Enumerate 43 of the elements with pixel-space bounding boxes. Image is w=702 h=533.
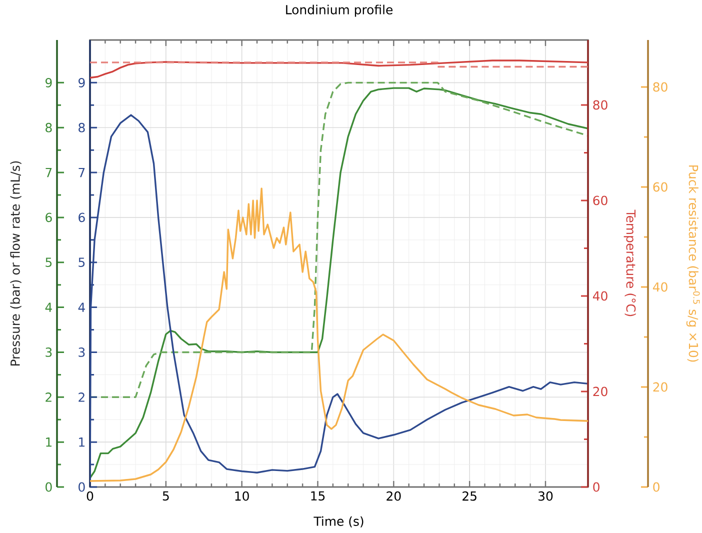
y2-tick-label: 8 — [78, 122, 85, 132]
x-tick-label: 10 — [235, 491, 249, 501]
y2-tick-label: 60 — [653, 182, 668, 192]
y-tick-label: 9 — [46, 78, 52, 88]
line-series — [90, 188, 588, 482]
y-axis-title: Pressure (bar) or flow rate (mL/s) — [10, 161, 22, 366]
x-tick-label: 0 — [86, 491, 94, 501]
y-tick-label: 20 — [593, 386, 608, 396]
y-tick-label: 0 — [593, 482, 600, 492]
y-axis-title: Temperature (°C) — [624, 210, 636, 316]
x-tick-label: 15 — [311, 491, 325, 501]
y2-tick-label: 20 — [653, 382, 668, 392]
y-tick-label: 0 — [46, 482, 52, 492]
y2-tick-label: 7 — [78, 168, 85, 178]
y2-axis-title: Puck resistance (bar$^{0.5}$ s/g ×10) — [686, 165, 700, 362]
x-tick-label: 20 — [386, 491, 401, 501]
y2-tick-label: 0 — [653, 482, 660, 492]
y-tick-label: 6 — [46, 212, 52, 222]
y2-tick-label: 0 — [78, 482, 85, 492]
y-tick-label: 8 — [46, 122, 52, 132]
y2-tick-label: 40 — [652, 282, 668, 292]
y-tick-label: 5 — [46, 258, 52, 267]
x-tick-label: 5 — [162, 491, 169, 501]
y-tick-label: 60 — [593, 196, 608, 206]
y-tick-label: 80 — [593, 100, 608, 110]
y-tick-label: 7 — [46, 168, 52, 178]
y2-tick-label: 1 — [79, 438, 85, 447]
chart-title: Londinium profile — [286, 4, 393, 17]
y-tick-label: 4 — [45, 302, 52, 312]
x-tick-label: 30 — [538, 491, 553, 501]
y2-tick-label: 6 — [78, 212, 85, 222]
y2-tick-label: 5 — [78, 258, 85, 267]
y2-tick-label: 2 — [78, 392, 84, 402]
y2-tick-label: 9 — [78, 78, 85, 88]
y2-tick-label: 80 — [653, 82, 668, 92]
x-axis-title: Time (s) — [314, 516, 364, 528]
y2-tick-label: 3 — [78, 348, 85, 357]
y-tick-label: 40 — [592, 291, 608, 301]
y-tick-label: 2 — [46, 392, 52, 402]
y2-tick-label: 4 — [78, 302, 85, 312]
x-tick-label: 25 — [462, 491, 476, 501]
y-tick-label: 3 — [46, 348, 52, 357]
y-tick-label: 1 — [46, 438, 52, 447]
